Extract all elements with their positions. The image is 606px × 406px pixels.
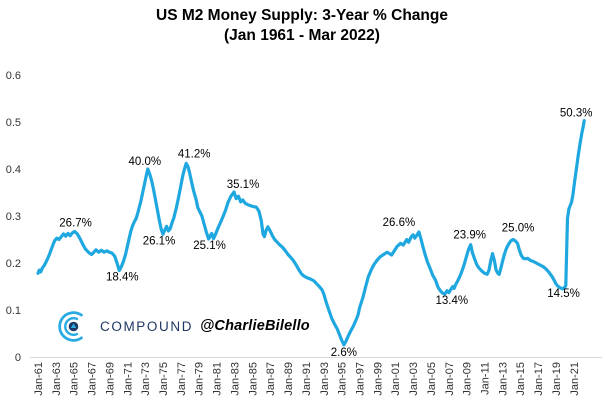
- x-axis-tick-label: Jan-15: [515, 362, 527, 396]
- x-axis-tick-label: Jan-91: [301, 362, 313, 396]
- chart-title-line2: (Jan 1961 - Mar 2022): [224, 27, 380, 44]
- x-axis-tick-label: Jan-93: [319, 362, 331, 396]
- chart-title-line1: US M2 Money Supply: 3-Year % Change: [156, 7, 448, 24]
- data-label-41.2%: 41.2%: [178, 148, 211, 160]
- x-axis-tick-label: Jan-81: [212, 362, 224, 396]
- data-label-23.9%: 23.9%: [453, 230, 486, 242]
- y-axis-tick-label: 0.5: [6, 117, 21, 129]
- twitter-handle: @CharlieBilello: [200, 318, 310, 334]
- x-axis-tick-label: Jan-17: [533, 362, 545, 396]
- data-label-26.7%: 26.7%: [59, 218, 92, 230]
- data-label-18.4%: 18.4%: [106, 272, 139, 284]
- x-axis-tick-label: Jan-11: [480, 362, 492, 395]
- x-axis-tick-label: Jan-79: [194, 362, 206, 396]
- logo-outer-arc: [58, 310, 83, 342]
- x-axis-tick-label: Jan-95: [337, 362, 349, 396]
- y-axis-tick-label: 0.1: [6, 305, 21, 317]
- y-axis-tick-label: 0.3: [6, 211, 21, 223]
- chart-title: US M2 Money Supply: 3-Year % Change (Jan…: [0, 6, 604, 46]
- x-axis-tick-label: Jan-61: [33, 362, 45, 396]
- compound-logo-icon: [58, 310, 83, 342]
- data-label-25.1%: 25.1%: [193, 240, 226, 252]
- logo-inner-arc: [64, 316, 79, 336]
- x-axis-tick-label: Jan-99: [372, 362, 384, 396]
- watermark: COMPOUND @CharlieBilello: [55, 306, 310, 346]
- data-label-40.0%: 40.0%: [128, 156, 161, 168]
- x-axis-tick-label: Jan-97: [355, 362, 367, 396]
- x-axis-tick-label: Jan-89: [283, 362, 295, 396]
- x-axis-tick-label: Jan-75: [158, 362, 170, 396]
- data-label-50.3%: 50.3%: [560, 108, 593, 120]
- y-axis-tick-label: 0.2: [6, 258, 21, 270]
- x-axis-tick-label: Jan-03: [408, 362, 420, 396]
- x-axis-tick-label: Jan-73: [140, 362, 152, 396]
- x-axis-tick-label: Jan-83: [230, 362, 242, 396]
- x-axis-tick-label: Jan-85: [247, 362, 259, 396]
- x-axis-tick-label: Jan-71: [122, 362, 134, 396]
- x-axis-tick-label: Jan-05: [426, 362, 438, 396]
- data-label-14.5%: 14.5%: [547, 288, 580, 300]
- x-axis-tick-label: Jan-87: [265, 362, 277, 396]
- x-axis-tick-label: Jan-63: [51, 362, 63, 396]
- x-axis-tick-label: Jan-07: [444, 362, 456, 396]
- x-axis-tick-label: Jan-69: [104, 362, 116, 396]
- x-axis-tick-label: Jan-01: [390, 362, 402, 396]
- x-axis-tick-label: Jan-67: [87, 362, 99, 396]
- x-axis-tick-label: Jan-19: [551, 362, 563, 396]
- data-label-26.6%: 26.6%: [383, 217, 416, 229]
- y-axis-tick-label: 0: [15, 352, 21, 364]
- data-label-35.1%: 35.1%: [227, 179, 260, 191]
- y-axis-tick-label: 0.4: [6, 164, 21, 176]
- x-axis-tick-label: Jan-77: [176, 362, 188, 396]
- data-label-26.1%: 26.1%: [143, 235, 176, 247]
- m2-change-line: [36, 118, 586, 347]
- brand-name: COMPOUND: [100, 318, 194, 334]
- x-axis-tick-label: Jan-09: [462, 362, 474, 396]
- logo-triangle: [70, 322, 77, 328]
- x-axis-tick-label: Jan-21: [569, 362, 581, 396]
- data-label-13.4%: 13.4%: [435, 295, 468, 307]
- data-label-25.0%: 25.0%: [502, 223, 535, 235]
- x-axis-tick-label: Jan-65: [69, 362, 81, 396]
- y-axis-tick-label: 0.6: [6, 70, 21, 82]
- x-axis-tick-label: Jan-13: [497, 362, 509, 396]
- data-label-2.6%: 2.6%: [331, 347, 357, 359]
